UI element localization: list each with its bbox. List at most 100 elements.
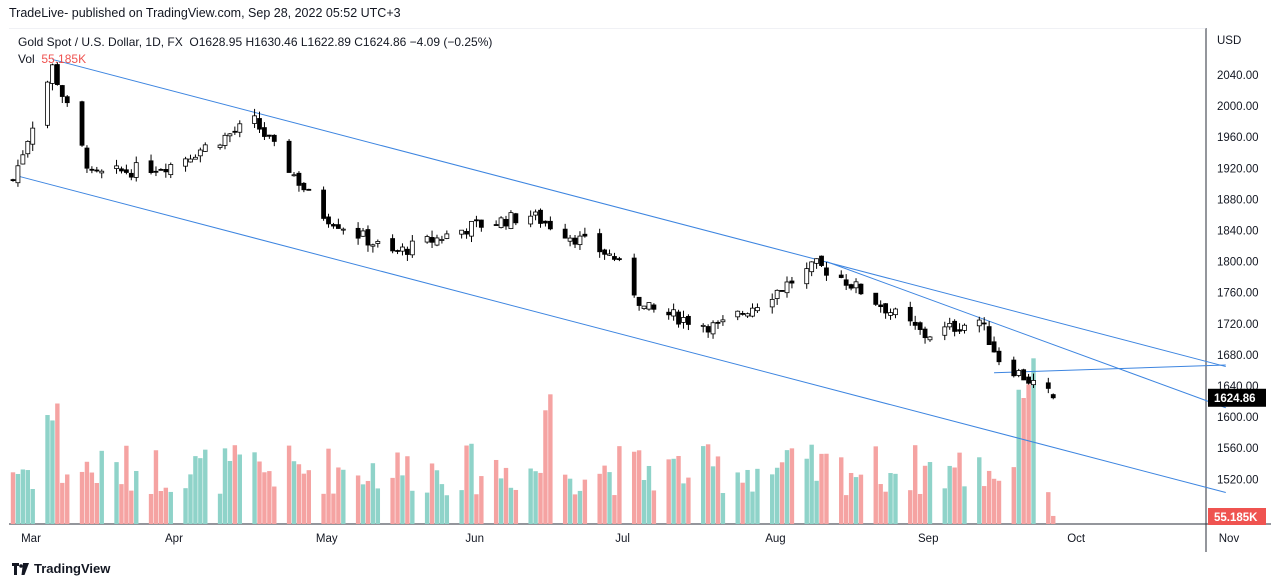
volume-bar [306,470,311,524]
volume-bar [158,491,164,524]
candle-body [1016,370,1022,376]
symbol-name[interactable]: Gold Spot / U.S. Dollar, 1D, FX [18,35,183,49]
price-axis[interactable]: USD 2040.00 2000.00 1960.00 1920.00 1880.00 1… [1217,35,1259,486]
candle-body [429,237,435,243]
price-chart[interactable]: USD 2040.00 2000.00 1960.00 1920.00 1880.00 1… [9,28,1271,552]
time-tick-label: Sep [918,533,938,545]
chart-frame[interactable]: USD 2040.00 2000.00 1960.00 1920.00 1880.00 1… [9,28,1271,552]
volume-bar [50,420,55,524]
volume-bar [355,475,361,524]
volume-bar [498,478,504,524]
volume-bar [129,490,134,524]
candle-body [952,320,958,332]
volume-bar [804,458,809,524]
candle-body [843,279,849,286]
volume-bar [962,486,967,524]
volume-bar [321,493,326,524]
volume-bar [839,457,844,524]
candle-body [1026,376,1031,384]
candle-body [128,172,134,178]
candle-body [183,158,188,167]
candle-body [424,236,430,243]
candle-body [567,237,573,242]
candle-body [513,213,519,224]
volume-bar [1016,389,1021,524]
volume-bar [597,473,602,524]
volume-bar [262,472,267,524]
trendlines [17,58,1226,494]
volume-bar [715,456,721,524]
candle-body [641,305,647,309]
volume-bar [888,473,893,524]
volume-bar [982,486,987,524]
candle-body [409,240,415,256]
volume-bar [198,458,203,524]
volume-bar [646,465,652,524]
volume-bar [326,448,331,524]
footer-brand[interactable]: TradingView [12,561,110,576]
volume-bar [957,452,962,524]
time-tick-label: Oct [1067,533,1086,545]
candle-body [227,133,233,137]
candle-body [266,134,272,137]
volume-bar [222,448,228,524]
candle-body [25,140,31,155]
candle-body [508,212,514,229]
candle-body [962,324,967,331]
price-tick-label: 2000.00 [1217,101,1259,113]
volume-bar [636,450,642,524]
volume-bar [538,472,543,524]
candle-body [123,169,129,173]
volume-bar [15,473,21,524]
volume-bar [617,446,622,524]
last-price-tag [1208,388,1266,407]
volume-bar [1011,467,1016,524]
candle-body [755,307,760,312]
candle-body [498,217,504,228]
volume-bar [60,482,65,524]
tradingview-logo-icon [12,562,29,575]
volume-bar [986,470,992,524]
volume-bar [1031,358,1036,524]
volume-bar [94,483,100,524]
volume-bar [1046,492,1051,524]
candle-body [404,248,410,255]
volume-bar [296,464,302,524]
volume-bar [996,480,1002,524]
candle-body [163,169,169,173]
volume-bar [681,483,686,524]
candle-body [335,224,341,229]
candle-body [217,144,223,148]
candle-body [976,319,982,327]
candle-body [533,211,538,216]
candle-body [474,219,479,222]
volume-bar [701,446,706,524]
candle-body [84,147,90,169]
volume-label[interactable]: Vol [18,52,35,66]
time-tick-label: Aug [765,533,785,545]
volume-bars [10,358,1056,524]
candle-body [237,123,243,133]
candle-body [1021,369,1027,381]
volume-bar [429,463,435,524]
volume-bar [770,474,775,524]
volume-bar [20,469,26,524]
candle-body [54,64,60,85]
volume-bar [824,453,829,524]
candle-body [478,219,484,228]
volume-bar [99,450,104,524]
volume-bar [257,461,262,524]
volume-bar [291,461,297,524]
candle-body [469,220,474,237]
price-tick-label: 1520.00 [1217,474,1259,486]
volume-bar [65,474,70,524]
volume-bar [942,488,947,524]
candle-body [503,218,509,227]
volume-bar [755,468,760,524]
candle-body [271,134,277,142]
candle-body [616,258,622,261]
price-tags: 1624.86 55.185K [1208,388,1266,525]
price-tick-label: 1760.00 [1217,288,1259,300]
candle-body [395,250,400,252]
time-axis[interactable]: Mar Apr May Jun Jul Aug Sep Oct Nov [21,533,1239,545]
